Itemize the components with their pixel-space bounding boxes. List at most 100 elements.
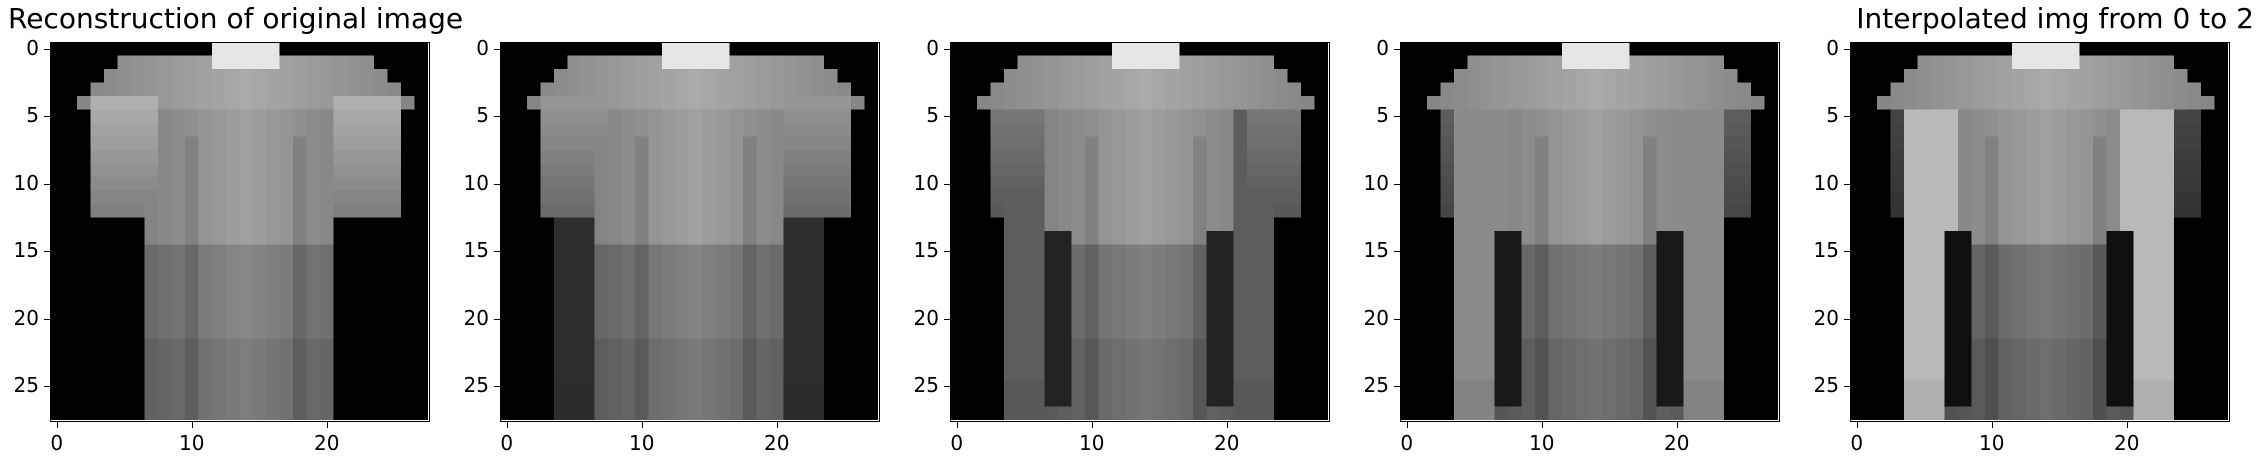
x-tick-label: 0 [950, 431, 964, 455]
y-tick [944, 386, 951, 388]
y-tick-label: 25 [1363, 373, 1389, 398]
x-tick-label: 10 [179, 431, 205, 455]
y-tick [494, 318, 501, 320]
image-axes [950, 42, 1328, 420]
y-tick-label: 15 [463, 238, 489, 263]
y-tick [944, 251, 951, 253]
y-tick-label: 5 [1376, 103, 1389, 128]
y-tick-label: 15 [1363, 238, 1389, 263]
y-tick [944, 318, 951, 320]
y-tick-label: 25 [1813, 373, 1839, 398]
garment-image [1400, 42, 1778, 420]
x-tick [1541, 421, 1543, 428]
y-tick-label: 0 [926, 35, 939, 60]
image-axes [500, 42, 878, 420]
y-tick [494, 116, 501, 118]
x-tick-label: 0 [1850, 431, 1864, 455]
y-tick-label: 20 [13, 305, 39, 330]
x-tick [506, 421, 508, 428]
y-tick-label: 5 [26, 103, 39, 128]
x-tick-label: 20 [1664, 431, 1690, 455]
x-tick [1676, 421, 1678, 428]
x-tick [2126, 421, 2128, 428]
y-tick [1394, 48, 1401, 50]
x-tick [191, 421, 193, 428]
y-tick [44, 386, 51, 388]
y-tick [44, 116, 51, 118]
y-tick [1844, 48, 1851, 50]
y-tick-label: 5 [1826, 103, 1839, 128]
y-tick [1394, 116, 1401, 118]
x-tick [326, 421, 328, 428]
y-tick-label: 0 [1826, 35, 1839, 60]
x-tick [776, 421, 778, 428]
x-tick-label: 20 [764, 431, 790, 455]
subplot-3: 0 5 10 15 20 25 0 10 20 [1350, 0, 1800, 467]
x-tick [641, 421, 643, 428]
y-tick-label: 15 [13, 238, 39, 263]
y-tick [494, 251, 501, 253]
y-tick-label: 0 [26, 35, 39, 60]
x-tick-label: 20 [314, 431, 340, 455]
y-tick [1844, 251, 1851, 253]
x-tick-label: 0 [1400, 431, 1414, 455]
subplot-2: 0 5 10 15 20 25 0 10 20 [900, 0, 1350, 467]
y-tick-label: 10 [13, 170, 39, 195]
x-tick [1406, 421, 1408, 428]
y-tick [494, 48, 501, 50]
y-tick-label: 15 [1813, 238, 1839, 263]
subplot-title: Interpolated img from 0 to 2 [1856, 2, 2254, 35]
garment-image [950, 42, 1328, 420]
y-tick [944, 116, 951, 118]
y-tick [44, 251, 51, 253]
y-tick [494, 183, 501, 185]
x-tick [1856, 421, 1858, 428]
x-tick-label: 10 [1979, 431, 2005, 455]
y-tick-label: 25 [13, 373, 39, 398]
y-tick [1844, 318, 1851, 320]
y-tick [494, 386, 501, 388]
y-tick [1394, 251, 1401, 253]
subplot-0: Reconstruction of original image 0 5 10 15 20… [0, 0, 463, 467]
y-tick [1844, 183, 1851, 185]
x-tick-label: 10 [629, 431, 655, 455]
garment-image [50, 42, 428, 420]
y-tick-label: 25 [463, 373, 489, 398]
y-tick [1394, 183, 1401, 185]
subplot-1: 0 5 10 15 20 25 0 10 20 [450, 0, 900, 467]
x-tick [1991, 421, 1993, 428]
y-tick-label: 5 [926, 103, 939, 128]
x-tick-label: 10 [1529, 431, 1555, 455]
image-axes [1400, 42, 1778, 420]
y-tick-label: 20 [913, 305, 939, 330]
y-tick-label: 15 [913, 238, 939, 263]
x-tick-label: 20 [2114, 431, 2140, 455]
y-tick-label: 5 [476, 103, 489, 128]
y-tick-label: 10 [913, 170, 939, 195]
x-tick-label: 20 [1214, 431, 1240, 455]
x-tick [1226, 421, 1228, 428]
y-tick [944, 48, 951, 50]
y-tick-label: 20 [1813, 305, 1839, 330]
y-tick [44, 48, 51, 50]
garment-image [500, 42, 878, 420]
y-tick-label: 10 [463, 170, 489, 195]
y-tick [1844, 386, 1851, 388]
x-tick [1091, 421, 1093, 428]
y-tick [1394, 386, 1401, 388]
x-tick [56, 421, 58, 428]
y-tick [1844, 116, 1851, 118]
x-tick-label: 0 [500, 431, 514, 455]
y-tick [1394, 318, 1401, 320]
garment-image [1850, 42, 2228, 420]
y-tick [44, 318, 51, 320]
x-tick [956, 421, 958, 428]
y-tick-label: 10 [1363, 170, 1389, 195]
y-tick-label: 0 [1376, 35, 1389, 60]
image-axes [1850, 42, 2228, 420]
x-tick-label: 0 [50, 431, 64, 455]
y-tick-label: 25 [913, 373, 939, 398]
subplot-title: Reconstruction of original image [8, 2, 464, 35]
subplot-4: Interpolated img from 0 to 2 0 5 10 15 20 25 0 1… [1800, 0, 2254, 467]
y-tick [44, 183, 51, 185]
